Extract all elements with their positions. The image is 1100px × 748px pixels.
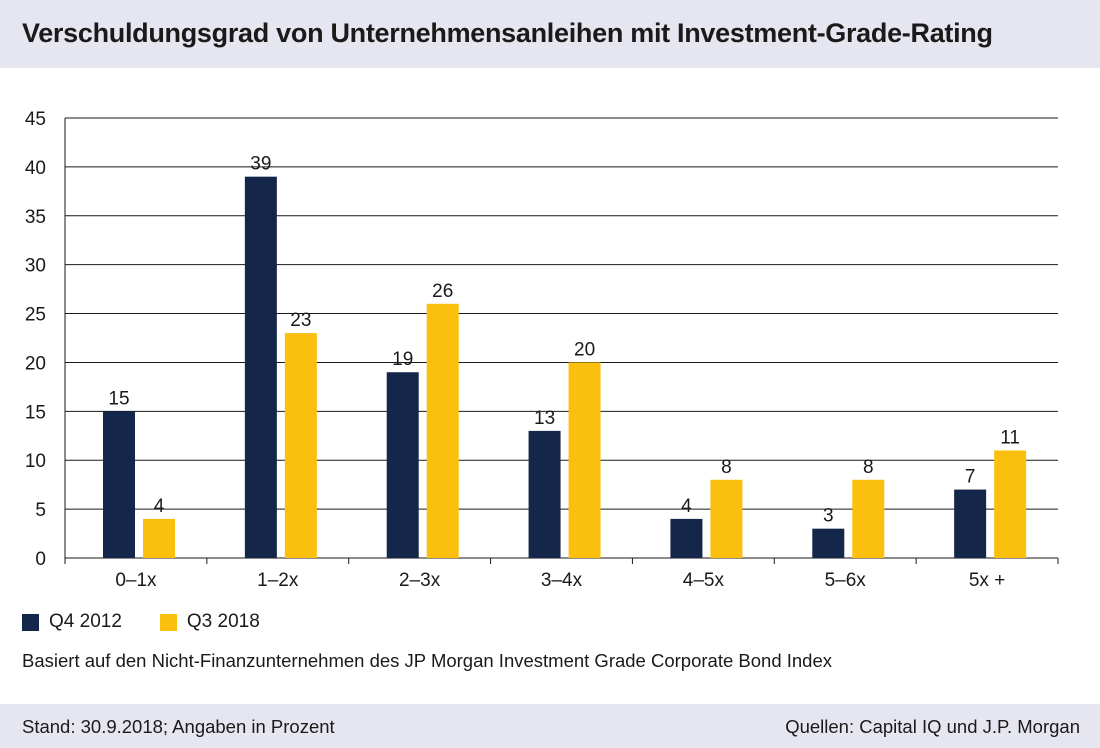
data-label: 15 (108, 388, 129, 409)
y-tick-label: 40 (25, 158, 46, 179)
y-tick-label: 25 (25, 305, 46, 326)
y-tick-label: 35 (25, 207, 46, 228)
bar (103, 411, 135, 558)
data-label: 20 (574, 339, 595, 360)
bar (284, 333, 317, 558)
x-tick-label: 3–4x (541, 570, 583, 591)
data-label: 11 (1000, 427, 1020, 448)
bar (528, 430, 561, 558)
x-tick-label: 5–6x (825, 570, 867, 591)
legend-swatch-q4-2012 (22, 613, 39, 631)
y-tick-label: 30 (25, 256, 46, 277)
bar (568, 362, 601, 558)
chart-note: Basiert auf den Nicht-Finanzunternehmen … (22, 650, 832, 671)
legend: Q4 2012 Q3 2018 (22, 610, 298, 634)
data-label: 8 (863, 457, 874, 478)
bar (954, 489, 987, 558)
y-tick-label: 15 (25, 402, 46, 423)
x-tick-label: 4–5x (683, 570, 725, 591)
y-tick-label: 0 (35, 549, 46, 570)
data-label: 3 (823, 506, 834, 527)
bar (143, 518, 175, 558)
data-label: 4 (154, 496, 165, 517)
bar (852, 479, 885, 558)
y-tick-label: 45 (25, 109, 46, 130)
data-label: 26 (432, 281, 453, 302)
data-label: 4 (681, 496, 692, 517)
legend-item-q3-2018: Q3 2018 (159, 611, 260, 633)
footer-date-unit: Stand: 30.9.2018; Angaben in Prozent (22, 716, 335, 737)
footer-bar: Stand: 30.9.2018; Angaben in Prozent Que… (0, 704, 1100, 748)
footer-sources: Quellen: Capital IQ und J.P. Morgan (785, 716, 1080, 737)
chart-title: Verschuldungsgrad von Unternehmensanleih… (22, 18, 993, 48)
bar (244, 176, 277, 558)
x-tick-label: 2–3x (399, 570, 441, 591)
bar (386, 372, 419, 558)
bar (670, 518, 703, 558)
y-tick-label: 10 (25, 451, 46, 472)
bar (994, 450, 1027, 558)
title-bar: Verschuldungsgrad von Unternehmensanleih… (0, 0, 1100, 68)
y-tick-label: 20 (25, 353, 46, 374)
bar-chart: 0 5 10 15 20 25 30 35 40 45 15 4 0–1x 39 23 1–2x 19 26 2–3… (25, 109, 1059, 591)
data-label: 39 (250, 154, 271, 175)
data-label: 19 (392, 349, 413, 370)
legend-label-q4-2012: Q4 2012 (49, 611, 122, 632)
legend-label-q3-2018: Q3 2018 (186, 611, 260, 632)
legend-swatch-q3-2018 (159, 613, 177, 631)
bar (426, 303, 459, 558)
x-tick-label: 0–1x (115, 570, 157, 591)
data-label: 13 (534, 408, 555, 429)
data-label: 23 (290, 310, 311, 331)
x-tick-label: 1–2x (257, 570, 299, 591)
y-tick-label: 5 (35, 500, 46, 521)
bar (710, 479, 743, 558)
legend-item-q4-2012: Q4 2012 (22, 611, 122, 633)
data-label: 7 (965, 467, 976, 488)
bar (812, 528, 845, 558)
x-tick-label: 5x + (969, 570, 1005, 591)
data-label: 8 (721, 457, 732, 478)
